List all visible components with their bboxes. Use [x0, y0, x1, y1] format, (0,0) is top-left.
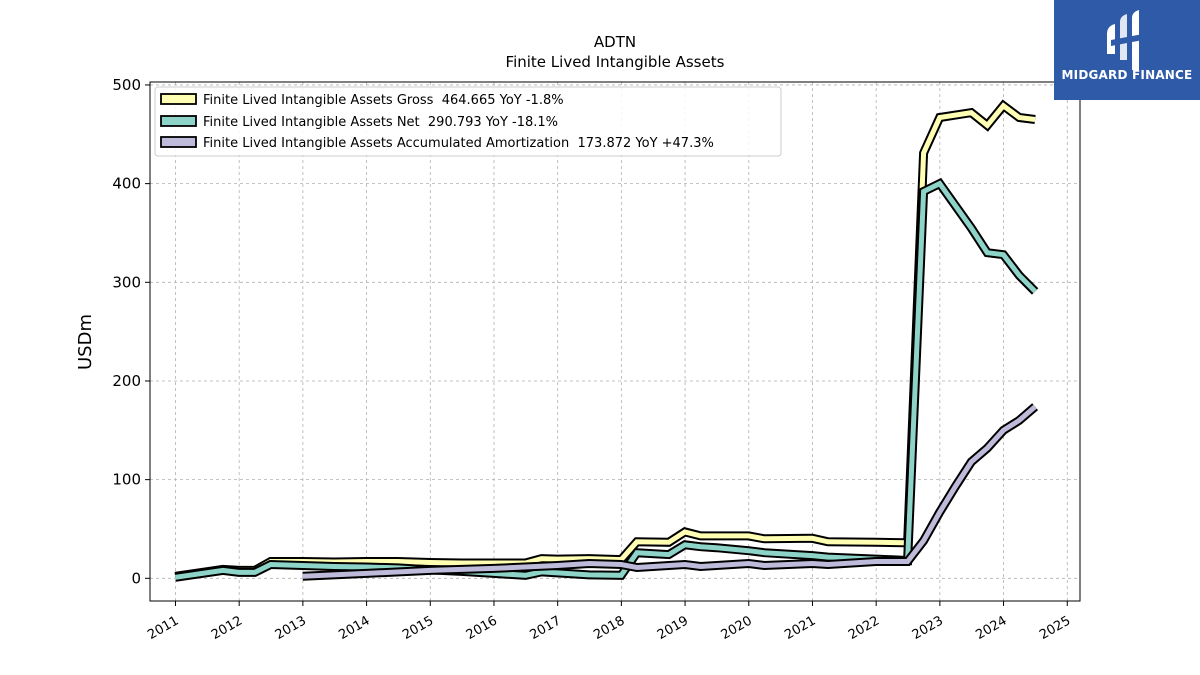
series-layer	[174, 99, 1039, 582]
x-tick-label: 2015	[400, 613, 436, 643]
midgard-logo-icon	[1107, 10, 1143, 70]
x-tick-label: 2025	[1037, 613, 1073, 643]
x-tick-label: 2013	[273, 613, 309, 643]
legend-swatch-gross	[160, 93, 197, 105]
x-tick-label: 2019	[655, 613, 691, 643]
legend-swatch-net	[160, 115, 197, 127]
y-tick-label: 100	[112, 471, 141, 489]
legend-swatch-amortization	[160, 136, 197, 148]
x-tick-label: 2018	[591, 613, 627, 643]
x-tick-label: 2016	[464, 613, 500, 643]
x-tick-label: 2023	[910, 613, 946, 643]
y-tick-label: 300	[112, 273, 141, 291]
x-axis: 2011 2012 2013 2014 2015 2016 2017 2018 2019 2020…	[145, 601, 1073, 643]
legend: Finite Lived Intangible Assets Gross 464…	[154, 86, 782, 157]
series-lines	[174, 99, 1039, 582]
y-tick-label: 200	[112, 372, 141, 390]
legend-label-gross: Finite Lived Intangible Assets Gross 464…	[203, 93, 564, 108]
x-tick-label: 2021	[782, 613, 818, 643]
midgard-finance-logo: MIDGARD FINANCE	[1054, 0, 1200, 100]
y-axis-label: USDm	[75, 314, 96, 370]
y-axis: 0 100 200 300 400 500	[112, 76, 150, 587]
x-tick-label: 2017	[528, 613, 564, 643]
x-tick-label: 2022	[846, 613, 882, 643]
x-tick-label: 2024	[973, 613, 1009, 643]
brand-text: MIDGARD FINANCE	[1061, 68, 1193, 82]
y-tick-label: 0	[131, 569, 141, 587]
legend-box	[154, 86, 782, 157]
series-line-net	[174, 180, 1037, 580]
legend-label-net: Finite Lived Intangible Assets Net 290.7…	[203, 115, 558, 130]
series-line-amortization	[302, 404, 1037, 579]
chart-title: ADTN	[594, 33, 636, 51]
y-tick-label: 500	[112, 76, 141, 94]
x-tick-label: 2014	[336, 613, 372, 643]
x-tick-label: 2011	[145, 613, 181, 643]
chart-subtitle: Finite Lived Intangible Assets	[506, 53, 725, 71]
legend-label-amortization: Finite Lived Intangible Assets Accumulat…	[203, 136, 714, 151]
series-outline-net	[174, 177, 1039, 582]
x-tick-label: 2012	[209, 613, 245, 643]
plot-frame	[149, 81, 1081, 602]
y-tick-label: 400	[112, 175, 141, 193]
grid-lines	[150, 82, 1080, 601]
x-tick-label: 2020	[719, 613, 755, 643]
